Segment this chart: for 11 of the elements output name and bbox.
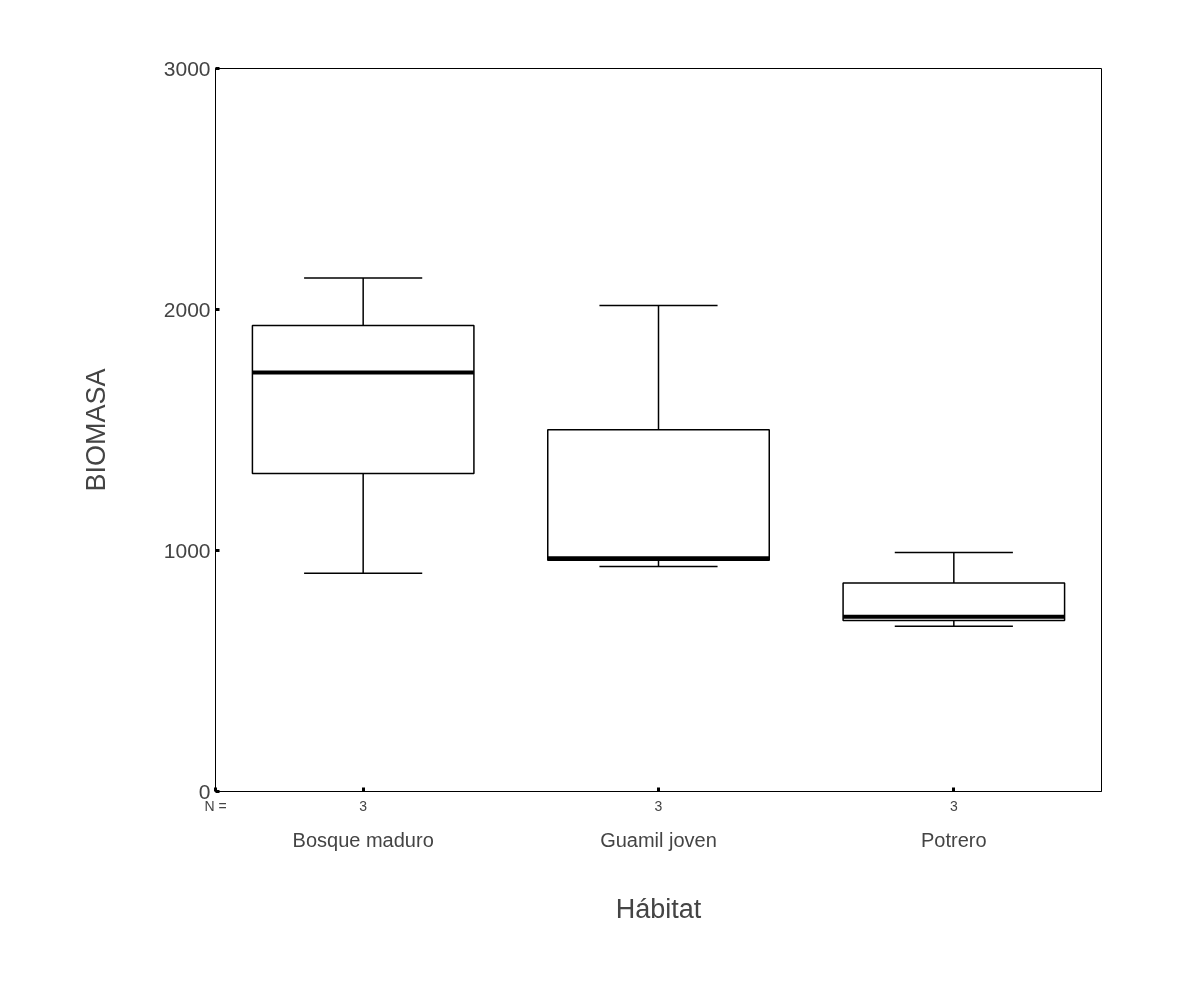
x-tick-label: Bosque maduro bbox=[292, 828, 434, 851]
text: 3 bbox=[654, 797, 663, 814]
x-axis-title: Hábitat bbox=[615, 893, 702, 924]
text: 3 bbox=[949, 797, 958, 814]
x-tick-label: Guamil joven bbox=[600, 828, 717, 851]
y-tick-label: 3000 bbox=[163, 56, 211, 80]
y-axis-title: BIOMASA bbox=[80, 368, 111, 492]
text: 3 bbox=[359, 797, 368, 814]
x-tick-label: Potrero bbox=[921, 828, 987, 851]
y-tick-label: 1000 bbox=[163, 538, 211, 562]
y-tick-label: 2000 bbox=[163, 297, 211, 321]
